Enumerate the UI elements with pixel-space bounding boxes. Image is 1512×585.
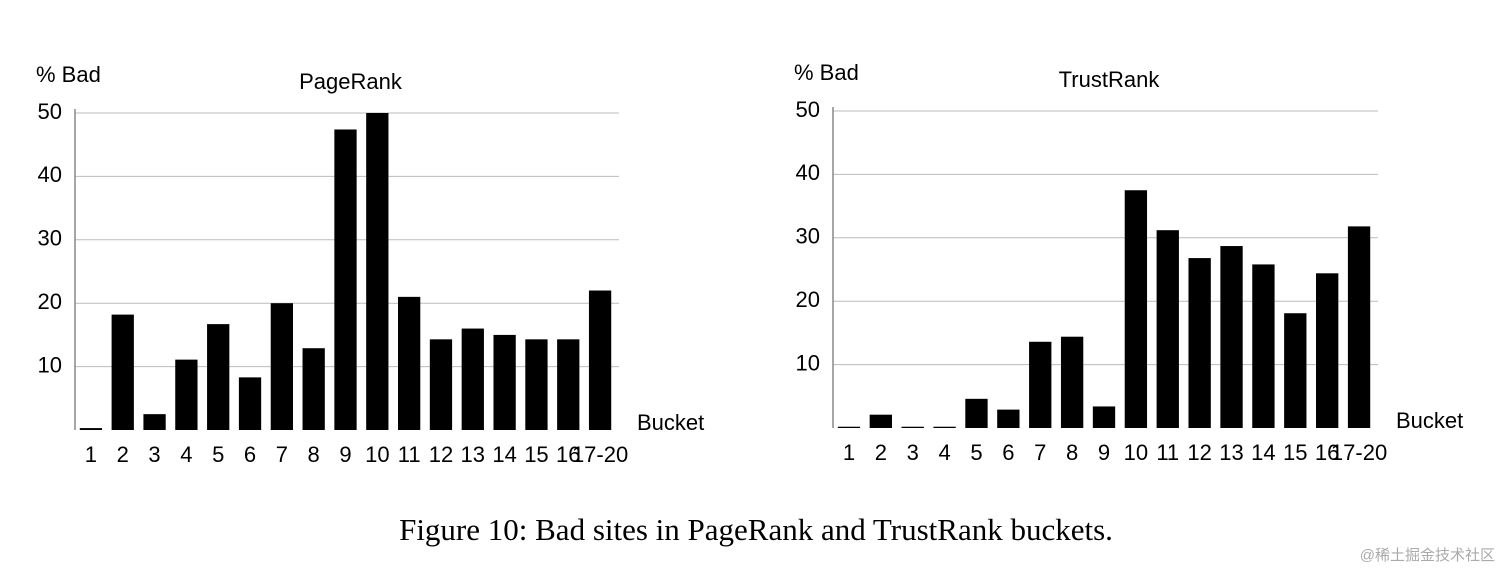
bar <box>1092 406 1116 428</box>
x-tick-label: 4 <box>180 442 192 467</box>
chart-title: PageRank <box>299 69 403 94</box>
bar <box>461 328 484 430</box>
y-tick-label: 10 <box>796 350 820 375</box>
x-tick-label: 13 <box>1219 440 1243 465</box>
watermark: @稀土掘金技术社区 <box>1360 547 1495 564</box>
bar <box>1284 313 1307 428</box>
y-tick-label: 30 <box>38 226 62 251</box>
x-tick-label: 10 <box>1124 440 1148 465</box>
x-tick-label: 17-20 <box>572 442 628 467</box>
y-tick-label: 50 <box>38 99 62 124</box>
x-tick-label: 11 <box>398 442 421 467</box>
bar <box>398 296 421 430</box>
y-tick-label: 20 <box>796 287 820 312</box>
bar <box>557 339 580 430</box>
y-axis-label: % Bad <box>794 60 859 85</box>
bar <box>1124 190 1148 428</box>
x-tick-label: 2 <box>117 442 129 467</box>
x-tick-label: 6 <box>244 442 256 467</box>
bar <box>429 339 453 430</box>
x-axis-label: Bucket <box>1396 408 1463 433</box>
bar <box>1252 264 1275 428</box>
x-tick-label: 11 <box>1156 440 1179 465</box>
bar <box>1060 336 1084 428</box>
x-tick-label: 8 <box>1066 440 1078 465</box>
bar <box>334 129 357 430</box>
caption: Figure 10: Bad sites in PageRank and Tru… <box>399 512 1113 547</box>
y-tick-label: 10 <box>38 352 62 377</box>
x-tick-label: 17-20 <box>1331 440 1387 465</box>
x-tick-label: 2 <box>875 440 887 465</box>
x-tick-label: 16 <box>1315 440 1339 465</box>
bar <box>366 113 389 430</box>
y-tick-label: 20 <box>38 289 62 314</box>
y-tick-label: 40 <box>38 162 62 187</box>
bar <box>1220 246 1243 428</box>
bar <box>1156 230 1179 428</box>
x-tick-label: 16 <box>556 442 580 467</box>
y-tick-label: 40 <box>796 160 820 185</box>
x-tick-label: 4 <box>938 440 950 465</box>
bar <box>1347 226 1371 428</box>
x-tick-label: 7 <box>1034 440 1046 465</box>
bar <box>901 426 924 428</box>
x-tick-label: 3 <box>907 440 919 465</box>
x-tick-label: 1 <box>85 442 97 467</box>
bar <box>869 414 892 428</box>
bar <box>111 314 134 430</box>
x-tick-label: 3 <box>148 442 160 467</box>
bar <box>79 428 103 430</box>
x-tick-label: 12 <box>429 442 453 467</box>
bar <box>270 303 293 430</box>
bar <box>175 359 198 430</box>
x-tick-label: 14 <box>492 442 516 467</box>
bar <box>1316 273 1339 428</box>
x-tick-label: 6 <box>1002 440 1014 465</box>
bar <box>837 426 861 428</box>
bar <box>207 324 230 430</box>
x-tick-label: 12 <box>1187 440 1211 465</box>
chart-title: TrustRank <box>1059 67 1161 92</box>
x-tick-label: 13 <box>461 442 485 467</box>
x-tick-label: 15 <box>524 442 548 467</box>
x-tick-label: 7 <box>276 442 288 467</box>
bar <box>493 334 516 430</box>
bar <box>1029 341 1052 428</box>
bar <box>143 414 166 430</box>
x-axis-label: Bucket <box>637 410 704 435</box>
x-tick-label: 8 <box>308 442 320 467</box>
bar <box>238 377 262 430</box>
x-tick-label: 14 <box>1251 440 1275 465</box>
bar <box>525 339 548 430</box>
x-tick-label: 5 <box>970 440 982 465</box>
y-axis-label: % Bad <box>36 62 101 87</box>
bar <box>1188 258 1211 428</box>
bar <box>965 398 988 428</box>
y-tick-label: 30 <box>796 224 820 249</box>
bar <box>302 348 325 430</box>
x-tick-label: 9 <box>1098 440 1110 465</box>
bar <box>933 426 956 428</box>
x-tick-label: 10 <box>365 442 389 467</box>
x-tick-label: 15 <box>1283 440 1307 465</box>
x-tick-label: 9 <box>339 442 351 467</box>
bar <box>588 290 612 430</box>
x-tick-label: 1 <box>843 440 855 465</box>
bar <box>997 409 1020 428</box>
y-tick-label: 50 <box>796 97 820 122</box>
x-tick-label: 5 <box>212 442 224 467</box>
